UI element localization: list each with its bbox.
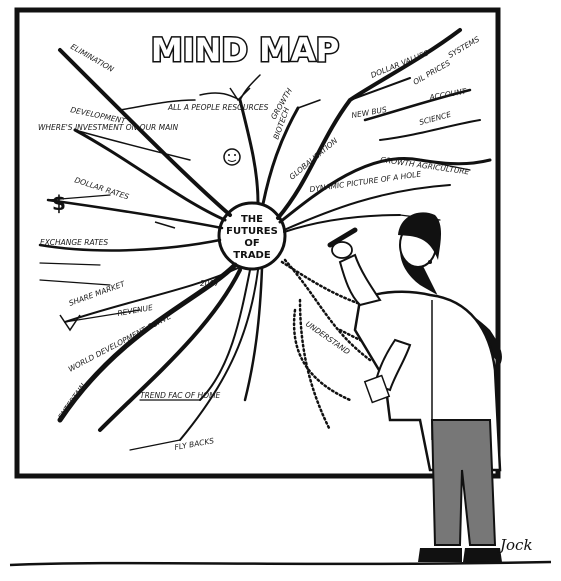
center-label-1: THE — [241, 214, 263, 225]
center-label-4: TRADE — [233, 250, 271, 261]
ground-line — [9, 560, 552, 567]
label-trend-fac: TREND FAC OF HOME — [140, 391, 221, 400]
branch-lines — [38, 28, 492, 451]
dollar-icon: $ — [52, 191, 66, 215]
label-people-resources: ALL A PEOPLE RESOURCES — [167, 103, 269, 112]
artist-signature: Jock — [497, 536, 533, 554]
woman-figure — [327, 212, 502, 562]
title-group: MIND MAP — [149, 30, 340, 71]
label-2007: 2007 — [200, 279, 219, 288]
label-exchange-rates: EXCHANGE RATES — [40, 238, 108, 247]
center-node: THE FUTURES OF TRADE — [217, 201, 287, 271]
center-label-2: FUTURES — [226, 226, 278, 237]
arrow-marks — [59, 87, 251, 332]
label-investment: WHERE'S INVESTMENT ON OUR MAIN — [38, 123, 178, 132]
center-label-3: OF — [244, 238, 259, 249]
smiley-icon — [223, 148, 241, 166]
svg-text:$: $ — [52, 191, 66, 215]
page-title: MIND MAP — [151, 31, 339, 69]
